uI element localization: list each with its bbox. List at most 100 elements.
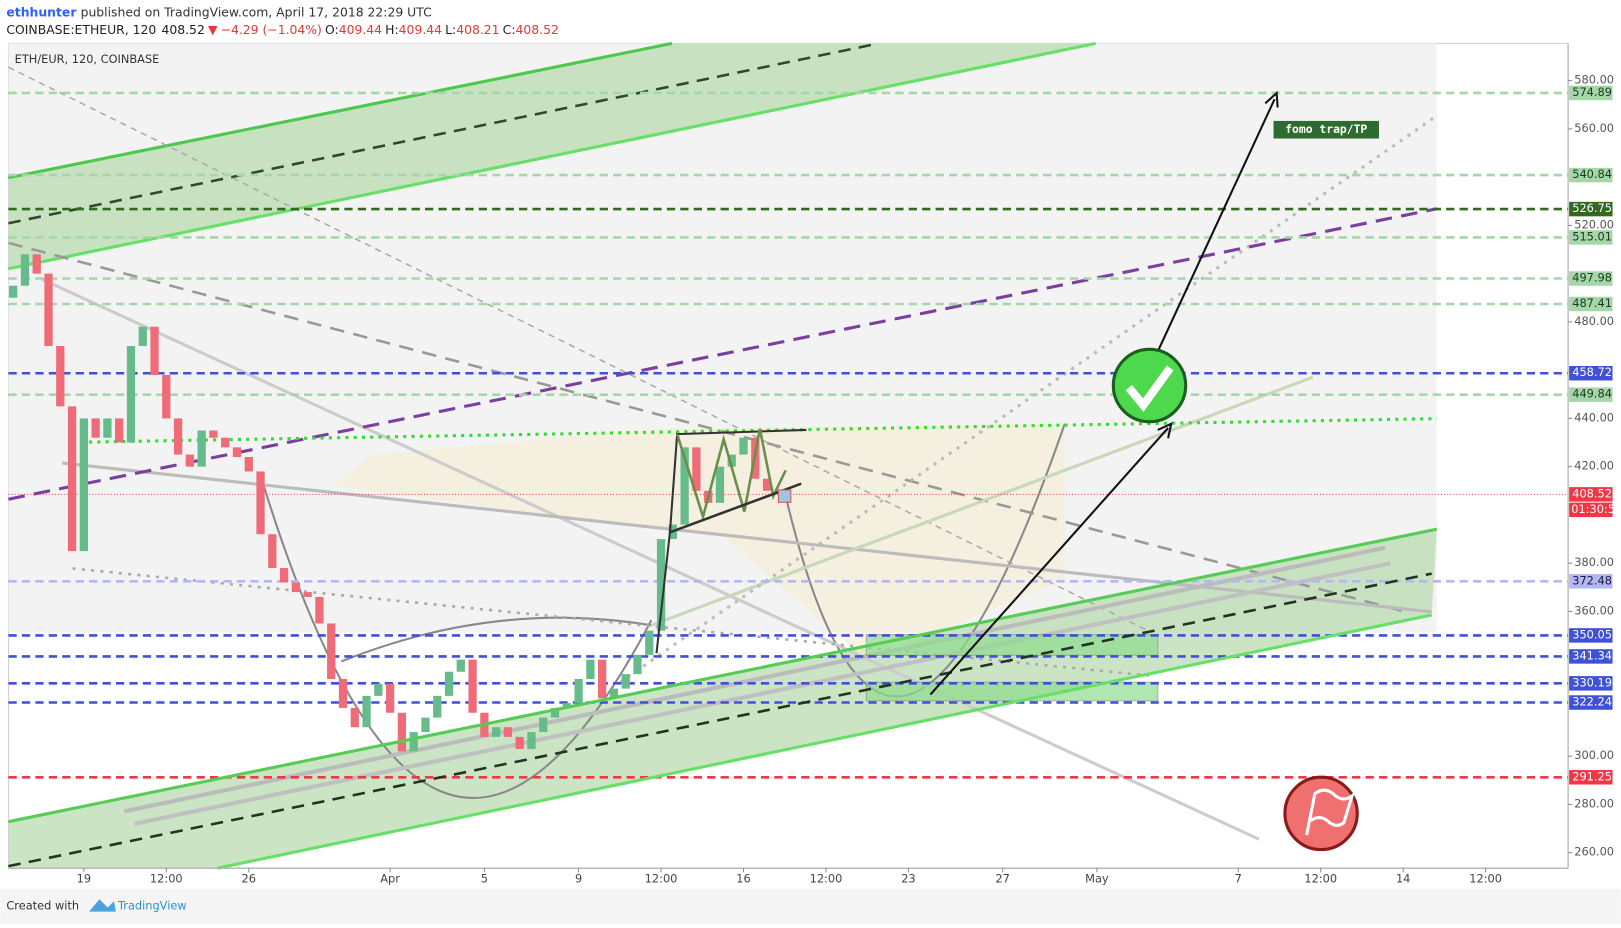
candle — [409, 732, 418, 752]
price-label: 487.41 — [1572, 296, 1612, 310]
axes: 580.00 560.00 520.00 480.00 440.00 420.00 380.… — [77, 73, 1621, 886]
annotation: fomo trap/TP — [1285, 122, 1367, 136]
candle — [268, 534, 277, 568]
y-tick-label: 520.00 — [1574, 217, 1614, 231]
price-label-bg — [1569, 387, 1613, 402]
candle — [550, 707, 560, 718]
candle — [739, 437, 748, 455]
price-label-bg — [1569, 649, 1613, 664]
x-tick-label: 12:00 — [150, 872, 183, 886]
price-label: 322.24 — [1572, 695, 1612, 709]
price-label: 515.01 — [1572, 229, 1612, 243]
price-label-bg — [1569, 167, 1613, 183]
candle — [574, 678, 583, 704]
arc — [340, 616, 652, 663]
candle — [221, 437, 230, 448]
candle — [162, 374, 171, 419]
candle — [67, 406, 77, 552]
shaded-zone — [8, 43, 1437, 633]
h-label: H: — [385, 21, 398, 36]
candle — [138, 326, 147, 347]
candle — [633, 654, 642, 675]
arrow-head — [1157, 421, 1173, 439]
x-tick-label: 14 — [1396, 872, 1410, 886]
price-label-bg — [1569, 201, 1613, 217]
x-tick-label: 19 — [77, 872, 91, 886]
candle — [173, 418, 183, 455]
candle — [715, 466, 725, 503]
price-label: 458.72 — [1572, 365, 1612, 379]
price-label-bg — [1569, 770, 1613, 785]
price-label: 540.84 — [1572, 167, 1612, 181]
x-tick-label: 26 — [242, 872, 256, 886]
candle — [586, 659, 595, 679]
o: 409.44 — [339, 21, 382, 36]
logo — [89, 899, 116, 912]
candle — [515, 736, 524, 749]
candle — [468, 659, 477, 713]
y-tick-label: 580.00 — [1574, 73, 1614, 87]
candle — [126, 346, 136, 443]
arrow: ▼ — [208, 21, 218, 36]
candle — [44, 273, 53, 347]
candle — [374, 683, 383, 696]
candle — [397, 712, 407, 752]
candle — [115, 418, 124, 443]
drawings-over: fomo trap/TP — [8, 90, 1438, 870]
flag-shape — [1305, 788, 1355, 836]
check-icon — [1111, 347, 1188, 424]
candle — [150, 326, 159, 375]
zone — [330, 423, 1065, 662]
candle — [103, 418, 112, 438]
candle — [91, 418, 100, 438]
footer-created: Created with — [6, 898, 79, 912]
l-label: L: — [445, 21, 456, 36]
published: published on TradingView.com, April 17, … — [81, 4, 432, 19]
y-tick-label: 440.00 — [1574, 410, 1614, 424]
x-tick-label: Apr — [380, 872, 400, 886]
pattern — [675, 428, 787, 522]
c: 408.52 — [516, 21, 559, 36]
y-tick-label: 380.00 — [1574, 555, 1614, 569]
trend-line — [134, 561, 1391, 826]
candle — [20, 254, 30, 286]
author[interactable]: ethhunter — [6, 4, 77, 19]
channel-line — [216, 613, 1432, 870]
price-label-bg — [1569, 296, 1613, 312]
candle — [762, 478, 772, 491]
candle — [492, 727, 501, 737]
candle — [562, 703, 571, 708]
candle — [598, 659, 607, 699]
price-label: 291.25 — [1572, 769, 1612, 783]
price-label: 408.52 — [1572, 486, 1612, 500]
price-label: 372.48 — [1572, 573, 1612, 587]
price-label-bg — [1569, 574, 1613, 589]
symbol: COINBASE:ETHEUR, 120 — [6, 21, 156, 36]
legend: COINBASE:ETHEUR, 120 408.52 ▼ −4.29 (−1.04%… — [6, 21, 558, 36]
y-tick-label: 480.00 — [1574, 314, 1614, 328]
price-label-bg — [1569, 230, 1613, 245]
candle — [291, 582, 301, 593]
arrow-head — [1264, 90, 1279, 108]
candle — [79, 418, 88, 552]
price-label: 497.98 — [1572, 271, 1612, 285]
candle — [315, 596, 324, 624]
candle — [32, 254, 41, 274]
channel-mid — [8, 42, 879, 225]
trend-line — [72, 567, 1153, 678]
price-label: 449.84 — [1572, 387, 1612, 401]
change: −4.29 (−1.04%) — [221, 21, 322, 36]
candle — [9, 285, 18, 298]
candle — [256, 471, 265, 535]
candle — [527, 732, 536, 749]
x-tick-label: 5 — [481, 872, 488, 886]
x-tick-label: 12:00 — [1469, 872, 1502, 886]
x-tick-label: 27 — [995, 872, 1009, 886]
o-label: O: — [325, 21, 339, 36]
trend-line — [650, 375, 1314, 627]
candle — [727, 454, 736, 467]
footer-brand[interactable]: TradingView — [117, 898, 187, 912]
x-tick-label: 16 — [736, 872, 750, 886]
pattern — [655, 428, 807, 654]
